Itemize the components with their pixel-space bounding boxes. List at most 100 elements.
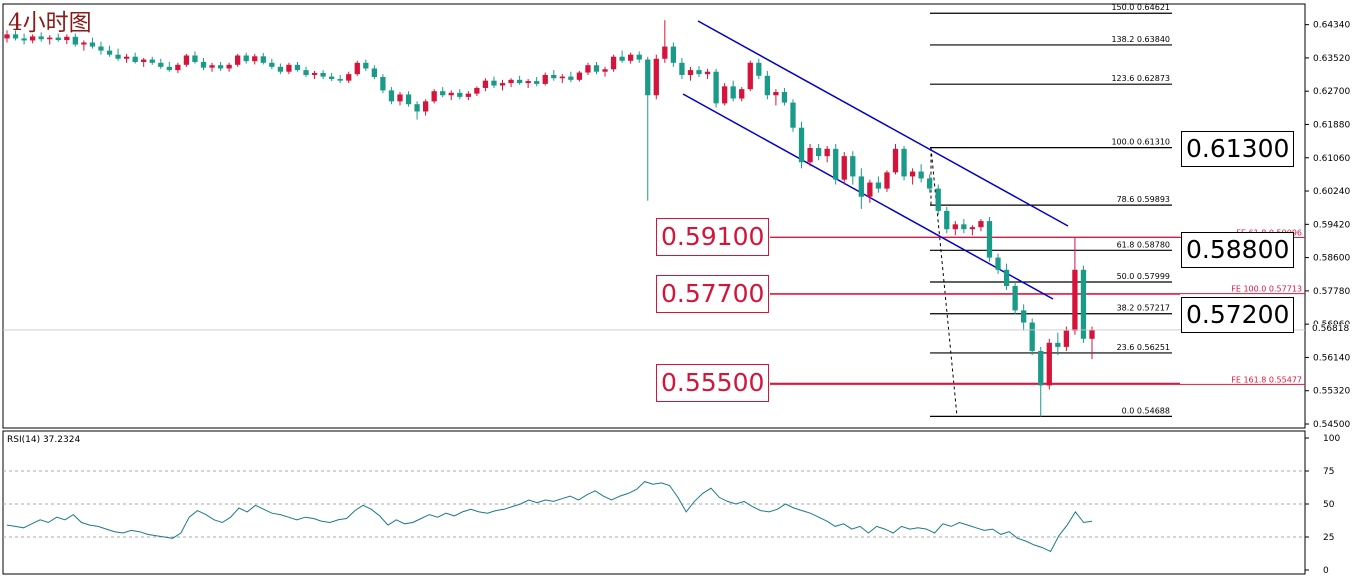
candle-body	[1089, 329, 1095, 339]
candle-body	[38, 36, 44, 40]
candle-body	[721, 86, 728, 104]
candle-body	[1080, 269, 1087, 339]
candle-body	[713, 71, 719, 104]
candle-body	[756, 62, 762, 76]
candle-body	[807, 148, 813, 163]
candle-body	[1046, 342, 1052, 386]
candle-body	[542, 74, 548, 84]
candle-body	[482, 80, 489, 88]
candle-body	[371, 68, 378, 77]
fib-level-label: 23.6 0.56251	[1117, 343, 1170, 352]
candle-body	[388, 90, 395, 102]
candle-body	[986, 221, 993, 258]
candle-body	[850, 156, 856, 177]
price-tick-label: 0.57780	[1313, 287, 1350, 297]
candle-body	[824, 148, 830, 157]
candle-body	[927, 178, 933, 189]
candle-body	[286, 64, 292, 72]
candle-body	[619, 56, 625, 61]
candle-body	[551, 74, 557, 79]
candle-body	[662, 46, 668, 59]
candle-body	[337, 79, 343, 81]
rsi-tick-label: 50	[1323, 500, 1335, 510]
candle-body	[730, 86, 736, 99]
candle-body	[422, 101, 429, 112]
candle-body	[141, 59, 147, 62]
candle-body	[64, 36, 70, 41]
candle-body	[303, 70, 309, 75]
candle-body	[405, 94, 412, 105]
candle-body	[363, 62, 369, 69]
fib-level-label: 123.6 0.62873	[1111, 74, 1170, 83]
candle-body	[602, 69, 608, 72]
candle-body	[790, 102, 796, 128]
price-tick-label: 0.63520	[1313, 54, 1350, 64]
candle-body	[448, 92, 454, 96]
candle-body	[115, 54, 121, 59]
candle-body	[687, 70, 694, 75]
candle-body	[653, 58, 659, 96]
rsi-tick-label: 0	[1323, 566, 1329, 576]
chart-title: 4小时图	[8, 10, 92, 36]
candle-body	[1055, 342, 1061, 347]
fib-level-label: 61.8 0.58780	[1117, 240, 1170, 249]
candle-body	[995, 257, 1001, 270]
current-price-tag: 0.56818	[1310, 323, 1352, 335]
candle-body	[909, 171, 916, 177]
candle-body	[192, 55, 198, 62]
candle-body	[269, 62, 275, 67]
candle-body	[841, 156, 847, 180]
candle-body	[226, 64, 232, 69]
candle-body	[773, 92, 779, 96]
candle-body	[491, 80, 497, 86]
candle-body	[209, 65, 215, 68]
candle-body	[380, 76, 386, 91]
candle-body	[47, 37, 53, 40]
candle-body	[781, 92, 788, 103]
fib-level-label: 150.0 0.64621	[1111, 3, 1170, 12]
candle-body	[525, 81, 531, 84]
level-box-0-59100: 0.59100	[656, 218, 770, 257]
fib-level-label: 138.2 0.63840	[1111, 35, 1170, 44]
candle-body	[457, 92, 463, 97]
candle-body	[961, 224, 967, 230]
candle-body	[243, 55, 249, 62]
candle-body	[969, 227, 976, 230]
candle-body	[252, 56, 258, 62]
candle-body	[183, 55, 190, 65]
fib-level-label: 50.0 0.57999	[1117, 272, 1170, 281]
candle-body	[978, 221, 984, 228]
candle-body	[98, 46, 104, 51]
candle-body	[132, 56, 138, 62]
candle-body	[474, 87, 480, 94]
candle-body	[636, 54, 642, 60]
candle-body	[354, 62, 360, 75]
candle-body	[764, 75, 771, 96]
candle-body	[158, 62, 164, 67]
rsi-panel: 100 75 50 25 0	[3, 434, 1340, 576]
candle-body	[414, 104, 420, 112]
candle-body	[739, 89, 745, 99]
candle-body	[21, 38, 27, 41]
candle-body	[294, 64, 301, 71]
candle-body	[944, 210, 950, 230]
candle-body	[217, 65, 224, 69]
price-tick-label: 0.62700	[1313, 87, 1350, 97]
candle-body	[4, 34, 10, 39]
candlestick-series	[3, 20, 1305, 417]
price-tick-label: 0.60240	[1313, 187, 1350, 197]
level-box-0-61300: 0.61300	[1181, 131, 1295, 168]
candle-body	[440, 91, 446, 96]
candle-body	[858, 176, 864, 197]
candle-body	[610, 56, 617, 70]
candle-body	[149, 59, 155, 63]
candle-body	[696, 70, 702, 75]
candle-body	[1029, 322, 1035, 351]
candle-body	[499, 83, 506, 86]
candle-body	[508, 79, 514, 84]
candle-body	[320, 72, 326, 77]
candle-body	[534, 81, 540, 84]
candle-body	[798, 127, 805, 163]
candle-body	[235, 55, 241, 65]
